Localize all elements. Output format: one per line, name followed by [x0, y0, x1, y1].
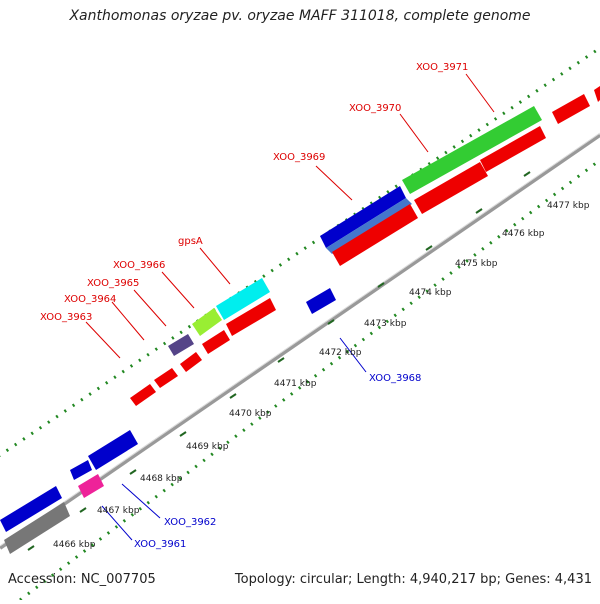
- gene-red[interactable]: [226, 298, 276, 336]
- gene-label[interactable]: XOO_3965: [87, 278, 139, 289]
- kbp-label: 4477 kbp: [547, 201, 590, 211]
- gene-xoo-3968[interactable]: [306, 288, 336, 314]
- leader-line: [465, 73, 495, 113]
- genes-reverse: [0, 288, 336, 554]
- leader-line: [101, 505, 133, 541]
- bottom-leader-lines: [101, 337, 367, 541]
- gene-red[interactable]: [594, 86, 600, 102]
- gene-label[interactable]: XOO_3962: [164, 517, 216, 528]
- gene-label[interactable]: XOO_3968: [369, 373, 421, 384]
- leader-line: [85, 321, 121, 359]
- leader-line: [399, 113, 429, 153]
- gene-xoo-3969-lower[interactable]: [326, 198, 412, 254]
- tick-mark: [377, 282, 385, 288]
- bottom-gene-labels: XOO_3961 XOO_3962 XOO_3968: [134, 373, 421, 550]
- kbp-label: 4476 kbp: [502, 229, 545, 239]
- gene-red[interactable]: [414, 162, 488, 214]
- gene-blue[interactable]: [0, 486, 62, 532]
- kbp-label: 4473 kbp: [364, 319, 407, 329]
- gene-label[interactable]: XOO_3966: [113, 260, 165, 271]
- page-title: Xanthomonas oryzae pv. oryzae MAFF 31101…: [69, 8, 531, 24]
- kbp-label: 4469 kbp: [186, 442, 229, 452]
- leader-line: [121, 483, 161, 519]
- gene-red[interactable]: [202, 330, 230, 354]
- top-gene-labels: XOO_3963 XOO_3964 XOO_3965 XOO_3966 gpsA…: [40, 62, 468, 323]
- kbp-label: 4471 kbp: [274, 379, 317, 389]
- tick-mark: [277, 357, 285, 363]
- tick-mark: [179, 431, 187, 437]
- genome-summary-text: Topology: circular; Length: 4,940,217 bp…: [234, 572, 592, 587]
- leader-line: [133, 289, 167, 327]
- tick-mark: [79, 507, 87, 513]
- genes-forward: [130, 86, 600, 406]
- gene-xoo-3962[interactable]: [78, 474, 104, 498]
- gene-label[interactable]: XOO_3970: [349, 103, 401, 114]
- kbp-label: 4475 kbp: [455, 259, 498, 269]
- gene-red[interactable]: [154, 368, 178, 388]
- kbp-label: 4472 kbp: [319, 348, 362, 358]
- upper-strand-guide: [0, 46, 600, 458]
- gene-xoo-3971[interactable]: [480, 126, 546, 172]
- leader-line: [315, 165, 353, 201]
- tick-marks: [27, 171, 531, 551]
- kbp-label: 4467 kbp: [97, 506, 140, 516]
- gene-red[interactable]: [180, 352, 202, 372]
- leader-line: [339, 337, 367, 373]
- gene-blue[interactable]: [88, 430, 138, 470]
- kbp-label: 4470 kbp: [229, 409, 272, 419]
- gene-xoo-3961[interactable]: [4, 502, 70, 554]
- gene-gpsa[interactable]: [216, 278, 270, 320]
- kbp-label: 4474 kbp: [409, 288, 452, 298]
- gene-label[interactable]: gpsA: [178, 236, 203, 247]
- gene-xoo-3963[interactable]: [168, 334, 194, 356]
- tick-mark: [229, 393, 237, 399]
- gene-label[interactable]: XOO_3964: [64, 294, 116, 305]
- gene-label[interactable]: XOO_3963: [40, 312, 92, 323]
- gene-blue[interactable]: [70, 460, 92, 480]
- tick-mark: [425, 245, 433, 251]
- tick-mark: [523, 171, 531, 177]
- tick-mark: [27, 545, 35, 551]
- genome-backbone-highlight: [0, 132, 600, 547]
- gene-xoo-3970[interactable]: [402, 106, 542, 194]
- kbp-label: 4468 kbp: [140, 474, 183, 484]
- gene-label[interactable]: XOO_3969: [273, 152, 325, 163]
- gene-red[interactable]: [130, 384, 156, 406]
- tick-mark: [129, 469, 137, 475]
- gene-label[interactable]: XOO_3971: [416, 62, 468, 73]
- tick-mark: [475, 208, 483, 214]
- gene-label[interactable]: XOO_3961: [134, 539, 186, 550]
- kbp-label: 4466 kbp: [53, 540, 96, 550]
- gene-xoo-3969[interactable]: [320, 186, 406, 248]
- top-leader-lines: [85, 73, 495, 359]
- tick-mark: [327, 319, 335, 325]
- leader-line: [199, 247, 231, 285]
- gene-red[interactable]: [552, 94, 590, 124]
- gene-xoo-3966[interactable]: [192, 308, 222, 336]
- lower-strand-guide: [19, 158, 600, 602]
- leader-line: [111, 301, 145, 341]
- accession-text: Accession: NC_007705: [8, 572, 156, 587]
- gene-red[interactable]: [332, 204, 418, 266]
- kbp-labels: 4466 kbp 4467 kbp 4468 kbp 4469 kbp 4470…: [53, 201, 590, 550]
- leader-line: [161, 271, 195, 309]
